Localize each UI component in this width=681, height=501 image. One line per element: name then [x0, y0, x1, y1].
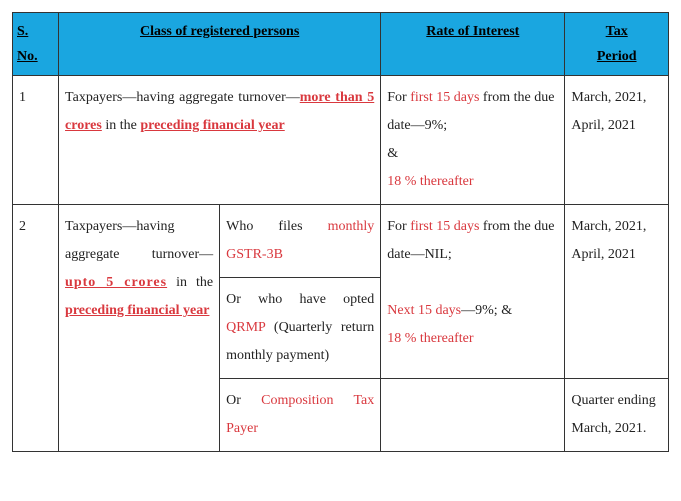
- interest-rate-table: S. No. Class of registered persons Rate …: [12, 12, 669, 452]
- cell-period: Quarter ending March, 2021.: [565, 379, 669, 452]
- header-tax-l2: Period: [597, 49, 637, 64]
- emphasis: first 15 days: [410, 219, 479, 234]
- emphasis: first 15 days: [410, 90, 479, 105]
- emphasis: Next 15 days: [387, 303, 461, 318]
- cell-subclass: Or Composition Tax Payer: [220, 379, 381, 452]
- col-rate: Rate of Interest: [381, 13, 565, 76]
- text: Who files: [226, 219, 327, 234]
- text: —9%; &: [461, 303, 512, 318]
- cell-sno: 2: [13, 205, 59, 452]
- emphasis: 18 % thereafter: [387, 331, 473, 346]
- col-sno: S. No.: [13, 13, 59, 76]
- emphasis: QRMP: [226, 320, 265, 335]
- col-period: Tax Period: [565, 13, 669, 76]
- header-tax-l1: Tax: [606, 24, 628, 39]
- text: Taxpayers—having aggregate turnover—: [65, 219, 213, 262]
- table-row: 2 Taxpayers—having aggregate turnover—up…: [13, 205, 669, 278]
- header-sno-l1: S.: [17, 24, 28, 39]
- text: April, 2021: [571, 118, 636, 133]
- text: Or who have opted: [226, 292, 374, 307]
- text: March, 2021,: [571, 219, 646, 234]
- emphasis: upto 5 crores: [65, 275, 167, 290]
- text: April, 2021: [571, 247, 636, 262]
- text: Taxpayers—having aggregate turnover—: [65, 90, 300, 105]
- cell-period: March, 2021, April, 2021: [565, 76, 669, 205]
- cell-rate-empty: [381, 379, 565, 452]
- table-row: 1 Taxpayers—having aggregate turnover—mo…: [13, 76, 669, 205]
- cell-rate: For first 15 days from the due date—NIL;…: [381, 205, 565, 379]
- text: For: [387, 90, 410, 105]
- emphasis: preceding financial year: [140, 118, 284, 133]
- col-class: Class of registered persons: [59, 13, 381, 76]
- text: Or: [226, 393, 261, 408]
- text: in the: [167, 275, 213, 290]
- cell-class: Taxpayers—having aggregate turnover—more…: [59, 76, 381, 205]
- cell-subclass: Who files monthly GSTR-3B: [220, 205, 381, 278]
- header-sno-l2: No.: [17, 49, 38, 64]
- cell-rate: For first 15 days from the due date—9%; …: [381, 76, 565, 205]
- cell-period: March, 2021, April, 2021: [565, 205, 669, 379]
- cell-class: Taxpayers—having aggregate turnover— upto…: [59, 205, 220, 452]
- text: in the: [102, 118, 141, 133]
- text: For: [387, 219, 410, 234]
- emphasis: 18 % thereafter: [387, 174, 473, 189]
- text: &: [387, 146, 398, 161]
- emphasis: preceding financial year: [65, 303, 209, 318]
- text: March, 2021,: [571, 90, 646, 105]
- cell-sno: 1: [13, 76, 59, 205]
- cell-subclass: Or who have opted QRMP (Quarterly return…: [220, 278, 381, 379]
